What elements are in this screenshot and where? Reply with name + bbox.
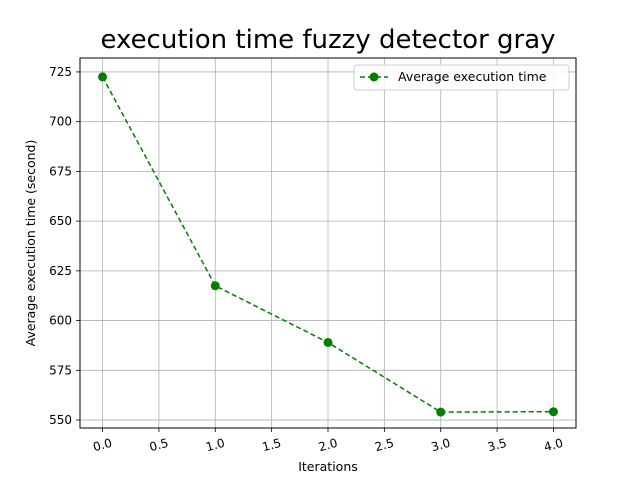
y-axis-label: Average execution time (second) <box>23 140 38 347</box>
legend-entry-label: Average execution time <box>398 69 547 84</box>
y-tick-label: 550 <box>49 413 72 427</box>
grid <box>80 58 576 428</box>
x-tick-label: 1.0 <box>204 436 226 454</box>
y-tick-label: 650 <box>49 214 72 228</box>
data-point <box>436 407 446 417</box>
data-point <box>210 281 220 291</box>
y-tick-label: 625 <box>49 264 72 278</box>
x-tick-label: 3.5 <box>486 436 508 454</box>
x-tick-label: 1.5 <box>261 436 283 454</box>
legend: Average execution time <box>353 64 570 91</box>
y-tick-label: 725 <box>49 65 72 79</box>
data-point <box>323 337 333 347</box>
series-layer <box>98 72 558 417</box>
x-tick-label: 2.0 <box>317 436 339 454</box>
x-tick-label: 0.5 <box>148 436 170 454</box>
x-axis: 0.0 0.5 1.0 1.5 2.0 2.5 3.0 3.5 4.0 <box>92 428 564 454</box>
y-tick-label: 575 <box>49 363 72 377</box>
y-tick-label: 700 <box>49 115 72 129</box>
x-tick-label: 3.0 <box>430 436 452 454</box>
data-point <box>548 407 558 417</box>
data-point <box>98 72 108 82</box>
legend-box <box>353 64 570 91</box>
legend-marker <box>369 72 379 82</box>
x-tick-label: 4.0 <box>542 436 564 454</box>
x-tick-label: 0.0 <box>92 436 114 454</box>
y-axis: 550 575 600 625 650 675 700 725 <box>49 65 80 427</box>
x-axis-label: Iterations <box>298 459 358 474</box>
y-tick-label: 675 <box>49 164 72 178</box>
x-tick-label: 2.5 <box>373 436 395 454</box>
chart-title: execution time fuzzy detector gray <box>100 25 555 55</box>
y-tick-label: 600 <box>49 314 72 328</box>
